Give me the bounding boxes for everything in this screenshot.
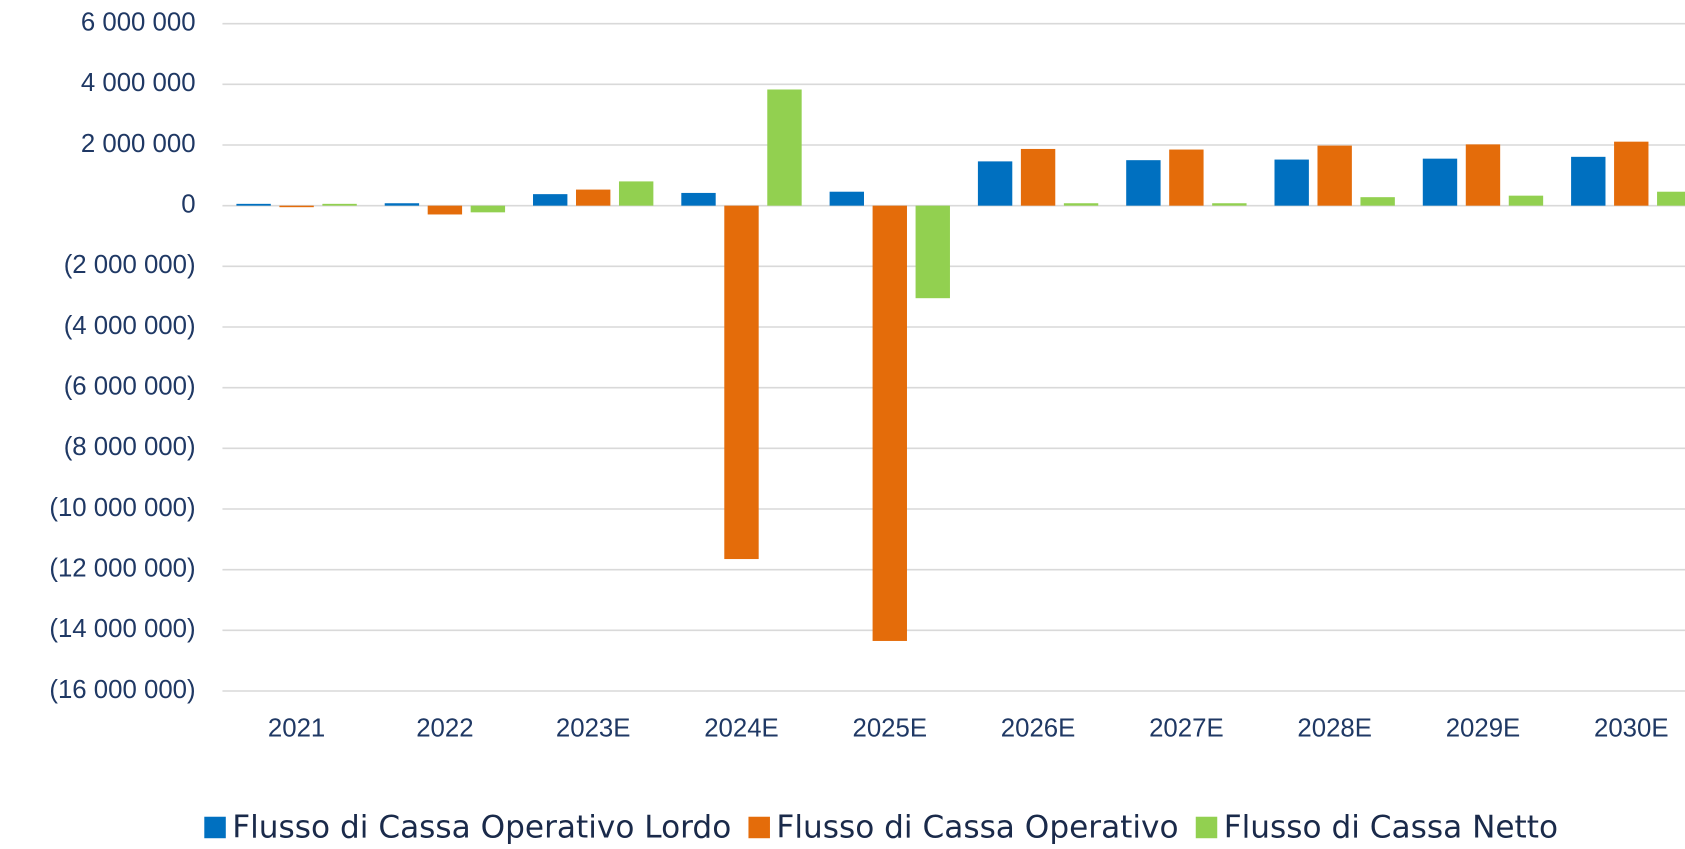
bar: [1212, 203, 1247, 206]
y-tick-label: (6 000 000): [64, 372, 196, 400]
bar: [1657, 191, 1685, 206]
bar: [1126, 160, 1161, 206]
x-tick-label: 2028E: [1297, 715, 1372, 743]
bar: [1317, 145, 1352, 206]
x-tick-label: 2030E: [1594, 715, 1669, 743]
bar: [533, 194, 568, 206]
bar: [872, 205, 907, 641]
x-tick-label: 2027E: [1149, 715, 1224, 743]
y-tick-label: (4 000 000): [64, 312, 196, 340]
bar: [1063, 203, 1099, 206]
y-tick-label: 6 000 000: [81, 8, 196, 36]
bar: [427, 205, 463, 215]
bar: [1465, 144, 1501, 206]
y-tick-label: 2 000 000: [81, 130, 196, 158]
legend-label: Flusso di Cassa Netto: [1224, 810, 1558, 846]
y-tick-label: (12 000 000): [49, 554, 195, 582]
bar: [767, 89, 802, 206]
bar: [279, 205, 314, 208]
bar: [1571, 156, 1606, 206]
legend-swatch: [748, 816, 770, 839]
legend-label: Flusso di Cassa Operativo: [776, 810, 1178, 846]
bar: [1274, 159, 1309, 206]
bar: [236, 203, 271, 206]
y-tick-label: (14 000 000): [49, 615, 195, 643]
y-tick-label: (10 000 000): [49, 494, 195, 522]
legend-swatch: [204, 816, 226, 839]
bar: [575, 189, 611, 206]
bar: [681, 192, 716, 206]
y-tick-label: (2 000 000): [64, 251, 196, 279]
bar: [1169, 149, 1204, 206]
y-tick-label: 0: [181, 190, 195, 218]
bar: [1422, 158, 1458, 206]
x-tick-label: 2022: [416, 715, 473, 743]
x-tick-label: 2023E: [556, 715, 631, 743]
x-tick-label: 2026E: [1001, 715, 1076, 743]
x-tick-label: 2029E: [1446, 715, 1521, 743]
bar: [1508, 195, 1544, 206]
bar: [1614, 141, 1649, 206]
x-tick-label: 2024E: [704, 715, 779, 743]
y-tick-label: (16 000 000): [49, 676, 195, 704]
legend-swatch: [1195, 816, 1218, 839]
bar: [384, 203, 420, 206]
bar: [977, 161, 1013, 206]
y-tick-label: (8 000 000): [64, 433, 196, 461]
bar: [829, 191, 864, 206]
bar: [322, 203, 357, 206]
bar: [470, 205, 506, 213]
x-tick-label: 2025E: [853, 715, 928, 743]
x-tick-label: 2021: [268, 715, 325, 743]
bar: [915, 205, 950, 299]
bar: [724, 205, 759, 560]
bar: [1020, 148, 1056, 206]
bar: [618, 181, 654, 206]
legend-label: Flusso di Cassa Operativo Lordo: [232, 810, 731, 846]
y-tick-label: 4 000 000: [81, 69, 196, 97]
bar: [1360, 197, 1395, 206]
